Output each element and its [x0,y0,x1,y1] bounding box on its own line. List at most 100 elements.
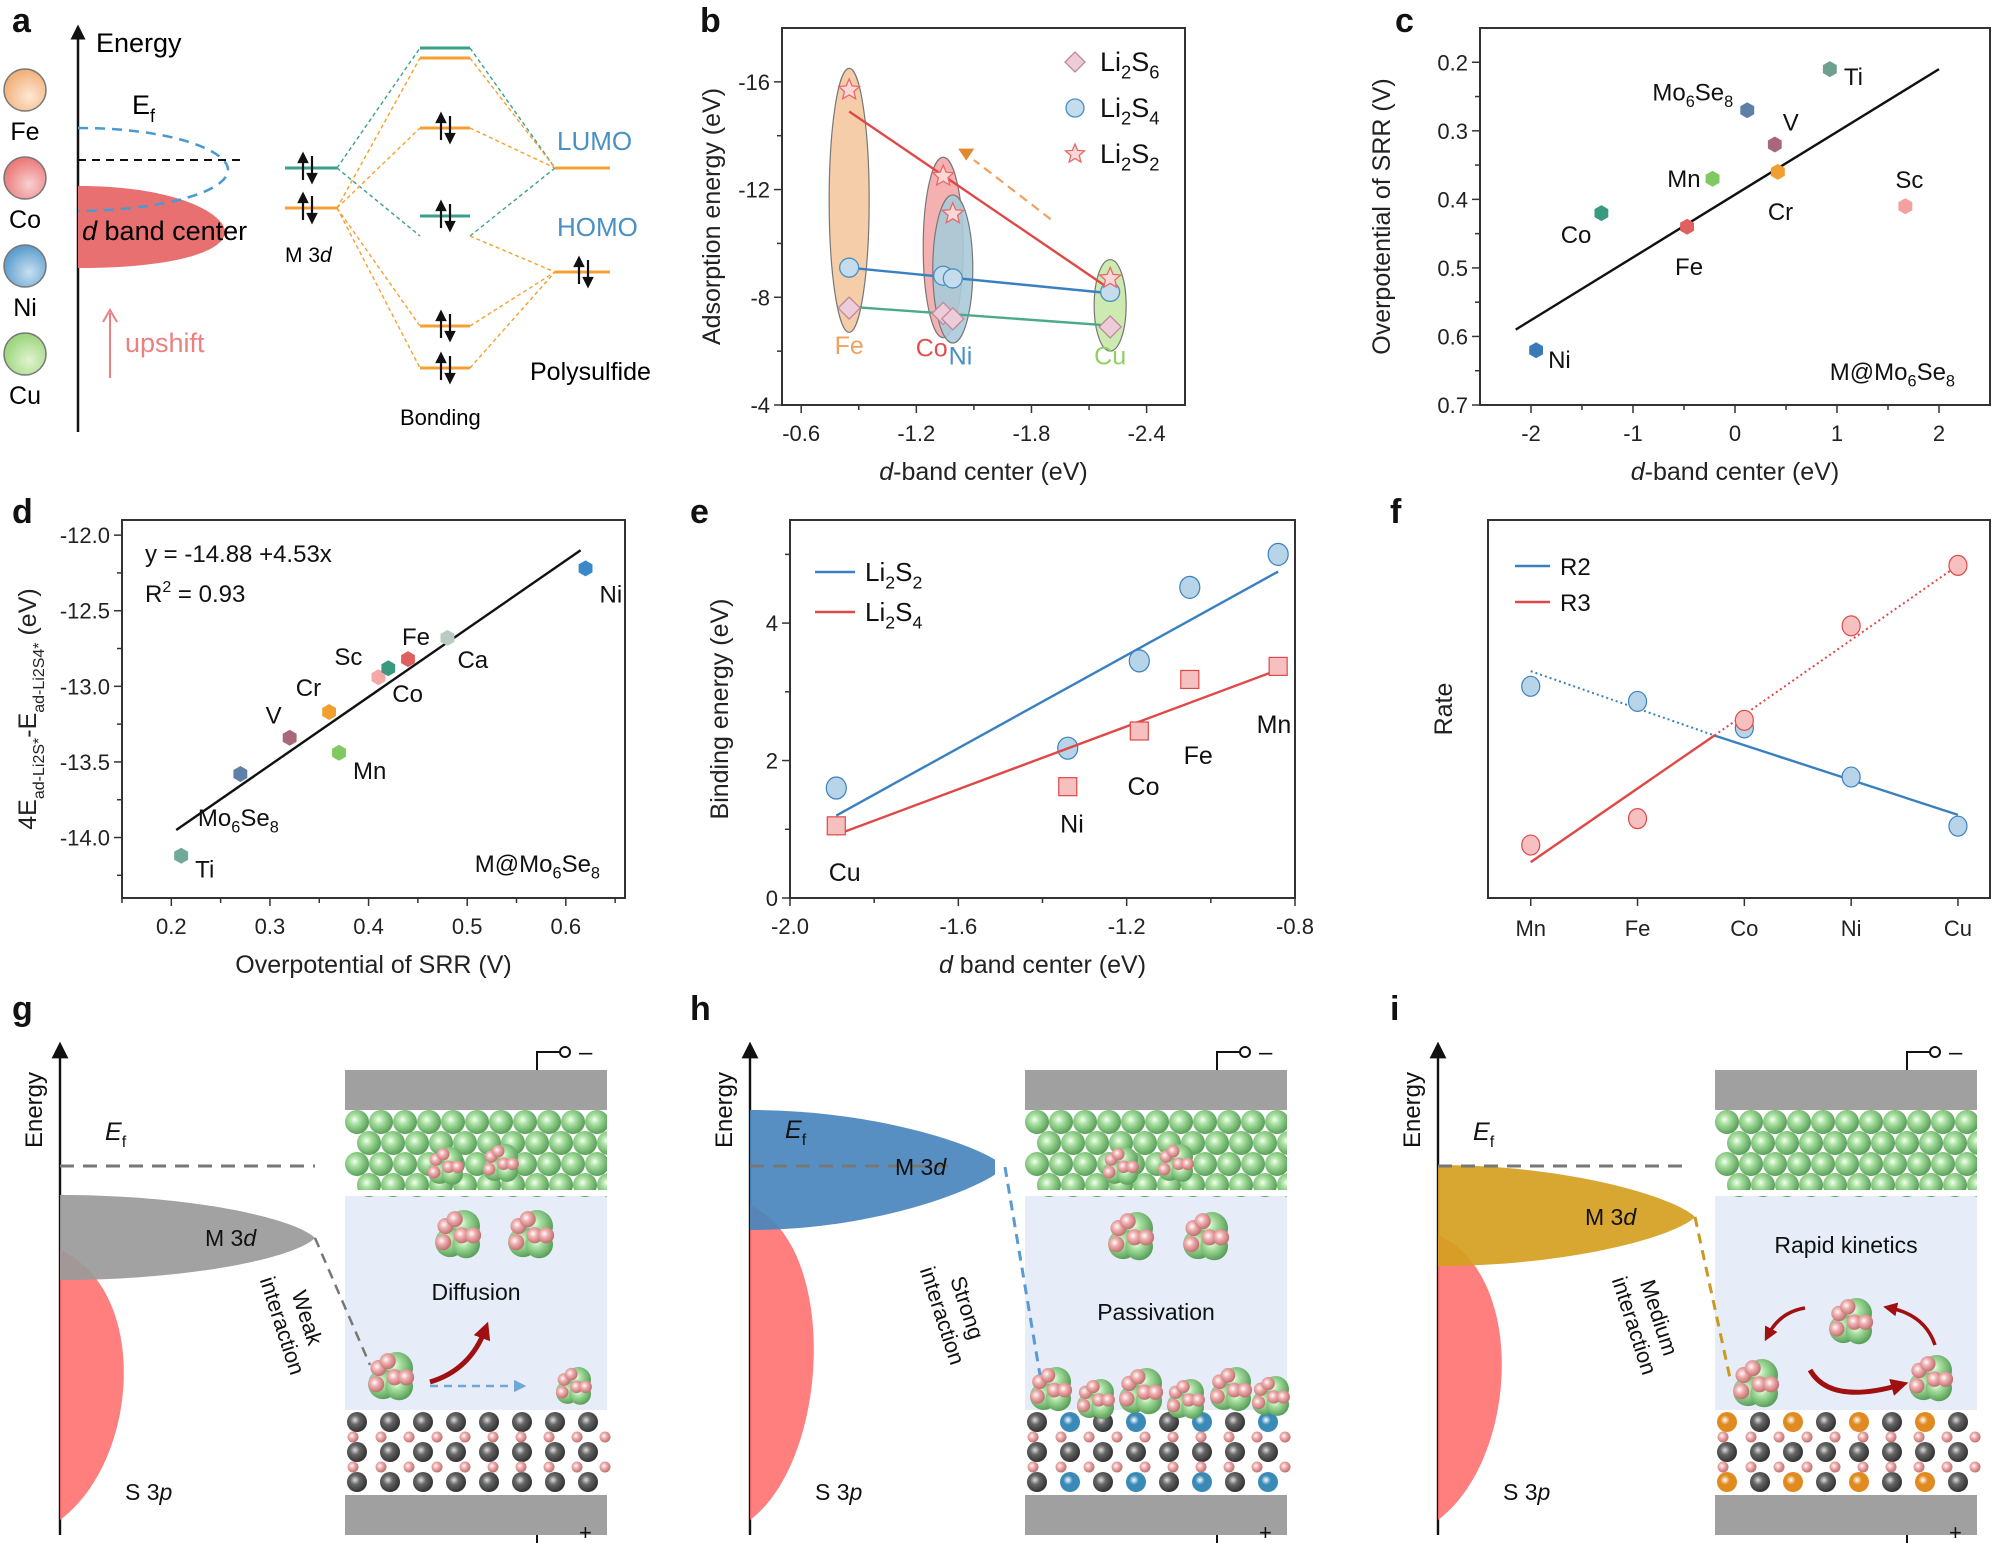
li-atom [1157,1162,1171,1176]
x-axis-label: Overpotential of SRR (V) [235,951,512,979]
selenium-atom [1027,1461,1039,1473]
li-atom [1181,1157,1194,1171]
negative-terminal-icon [559,1046,571,1058]
li-atom [1119,1391,1135,1407]
li-atom [1130,1369,1146,1385]
data-point-ti [1822,61,1837,78]
lithium-atom [393,1110,417,1134]
metal-atom [1783,1412,1803,1432]
lithium-atom [369,1152,393,1176]
layer-mask [607,1105,637,1200]
selenium-atom [431,1431,443,1443]
s3p-band [60,1250,124,1520]
host-atom [413,1472,433,1492]
polysulfide-cluster [1909,1355,1954,1402]
data-point-ti [174,847,189,864]
lithium-atom [1955,1152,1979,1176]
m3d-band [750,1110,1005,1230]
data-point-cr [1770,163,1785,180]
positive-current-collector [1025,1495,1287,1535]
selenium-atom [1773,1431,1785,1443]
host-atom [1816,1442,1836,1462]
positive-terminal-wire [536,1535,538,1543]
li-atom [1191,1393,1205,1407]
category-label-ni: Ni [949,343,973,371]
selenium-atom [1279,1431,1291,1443]
lithium-atom [1097,1110,1121,1134]
y-tick-label: -12 [738,178,770,203]
marker-r2 [1948,815,1968,837]
marker-r3 [1948,554,1968,576]
x-axis-label: d band center (eV) [939,951,1146,979]
point-label-ti: Ti [1844,64,1863,91]
selenium-atom [1913,1461,1925,1473]
panel-label-g: g [12,990,33,1028]
selenium-atom [571,1431,583,1443]
x-tick-label: -1.2 [1108,914,1146,939]
point-label-v: V [266,703,282,730]
panel-a-orbital-diagram: Fe Co Ni Cu Energy Ef d band center upsh… [3,24,651,432]
li-atom [1176,1379,1190,1394]
li-atom [1920,1356,1936,1372]
li-atom [1030,1389,1045,1404]
lithium-atom [561,1110,585,1134]
lithium-atom [1217,1152,1241,1176]
point-label-co: Co [1561,222,1592,249]
fe-atom-icon [3,68,47,112]
positive-current-collector [1715,1495,1977,1535]
y-tick-label: -4 [750,393,770,418]
panel-label-e: e [690,493,709,531]
fermi-level-label: Ef [132,90,156,126]
panel-label-a: a [12,2,31,40]
selenium-atom [1139,1431,1151,1443]
host-material-layer [1027,1412,1291,1492]
negative-terminal-icon [1239,1046,1251,1058]
point-label-mn: Mn [353,758,386,785]
energy-axis-label: Energy [1399,1072,1426,1148]
lithium-atom [1037,1131,1061,1155]
panel-label-h: h [690,990,711,1028]
point-label-mn: Mn [1667,166,1700,193]
li-atom [435,1234,452,1251]
legend-label-li2s2: Li2S2 [1100,139,1159,175]
lithium-atom [1907,1110,1931,1134]
schematic-h: Energy Ef M 3d S 3p Stronginteraction Passiva… [711,1039,1317,1543]
data-point-cr [322,704,336,720]
li-atom [1119,1213,1136,1230]
host-atom [479,1412,499,1432]
negative-terminal-wire [1216,1051,1239,1070]
lithium-atom [1907,1152,1931,1176]
positive-terminal-label: + [1259,1520,1272,1543]
lithium-atom [561,1152,585,1176]
selenium-atom [487,1461,499,1473]
negative-terminal-wire [1906,1051,1929,1070]
marker-r3 [1627,808,1648,830]
x-tick-label: -1.8 [1013,421,1051,446]
host-atom [1126,1442,1146,1462]
li-atom [508,1234,525,1251]
data-point-ca [440,629,455,646]
m3d-band [60,1195,315,1280]
marker-r3 [1734,709,1754,731]
li-atom [446,1211,463,1228]
x-tick-label: 0.3 [255,914,286,939]
lithium-atom [1205,1131,1229,1155]
li-atom [1937,1371,1954,1387]
fit-line-li2s2 [835,570,1279,817]
li-atom [1046,1382,1062,1398]
marker-li2s2 [1128,649,1150,673]
selenium-atom [347,1431,359,1443]
host-atom [512,1472,532,1492]
host-atom [380,1412,400,1432]
li-atom [451,1160,464,1174]
lithium-atom [1847,1131,1871,1155]
marker-li2s6 [837,296,862,320]
host-material-layer [1717,1412,1981,1492]
diffusion-arrow-icon [429,1321,491,1385]
lithium-atom [453,1131,477,1155]
m3d-label: M 3d [205,1225,257,1251]
spin-pair-icon [435,309,456,343]
legend-label-r2: R2 [1560,554,1591,581]
selenium-atom [1801,1461,1813,1473]
li-atom [1201,1229,1218,1246]
